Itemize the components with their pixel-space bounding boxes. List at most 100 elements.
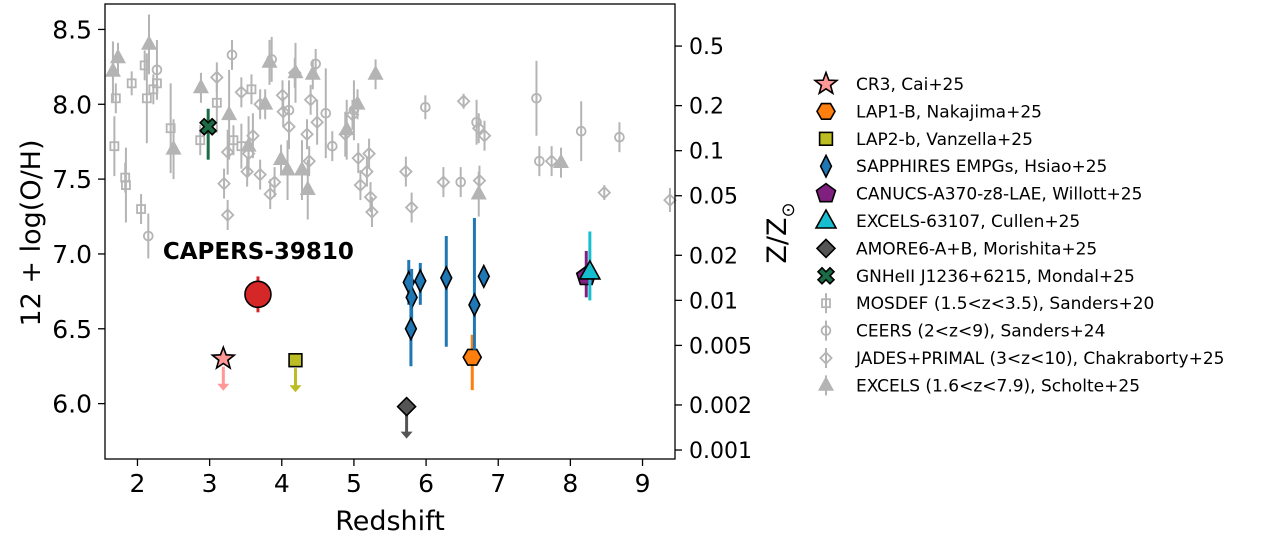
legend-item-7: GNHeII J1236+6215, Mondal+25 bbox=[816, 266, 1135, 287]
legend-label-8: MOSDEF (1.5<z<3.5), Sanders+20 bbox=[856, 294, 1154, 314]
legend-marker-9 bbox=[820, 325, 832, 336]
legend-label-7: GNHeII J1236+6215, Mondal+25 bbox=[856, 267, 1135, 287]
annotation-capers: CAPERS-39810 bbox=[163, 239, 354, 265]
point-open_diamond-17 bbox=[310, 115, 324, 130]
point-open_square-4 bbox=[126, 78, 137, 89]
legend-marker-0 bbox=[812, 70, 840, 96]
series-square bbox=[288, 353, 303, 393]
point-tri_up-0 bbox=[104, 61, 121, 77]
axes-layer: 2 3 4 5 6 7 8 9 6.0 6.5 7.0 7.5 8.0 8.5 0.001 0.002 0.00… bbox=[52, 3, 752, 498]
point-open_square-7 bbox=[141, 93, 152, 104]
point-open_diamond-15 bbox=[302, 154, 317, 169]
point-star-0-upper-limit-head bbox=[217, 383, 230, 391]
legend-item-5: EXCELS-63107, Cullen+25 bbox=[814, 208, 1080, 232]
legend-label-4: CANUCS-A370-z8-LAE, Willott+25 bbox=[856, 185, 1142, 205]
y2-axis-label-sub: ⊙ bbox=[778, 202, 799, 217]
series-diamond bbox=[396, 396, 417, 439]
y2-tick-label-4: 0.02 bbox=[689, 244, 738, 269]
point-open_circle-0 bbox=[142, 230, 154, 242]
point-open_diamond-29 bbox=[456, 94, 471, 109]
y2-tick-label-5: 0.05 bbox=[689, 185, 738, 210]
point-open_diamond-28 bbox=[436, 175, 451, 189]
x-tick-label-9: 9 bbox=[635, 469, 651, 498]
point-open_diamond-0 bbox=[209, 70, 224, 85]
point-thin_diamond-2 bbox=[404, 316, 418, 342]
legend-label-0: CR3, Cai+25 bbox=[856, 75, 964, 95]
point-tri_up-13 bbox=[349, 94, 366, 110]
y-tick-label-8.5: 8.5 bbox=[52, 15, 92, 44]
x-tick-label-2: 2 bbox=[130, 469, 146, 498]
point-square-0-upper-limit-head bbox=[289, 385, 302, 393]
x-tick-label-7: 7 bbox=[490, 469, 506, 498]
legend-item-9: CEERS (2<z<9), Sanders+24 bbox=[820, 320, 1105, 342]
point-open_circle-8 bbox=[420, 101, 431, 113]
y2-axis-label: Z/Z⊙ bbox=[762, 202, 799, 263]
point-open_square-0 bbox=[110, 93, 121, 104]
point-tri_up-5 bbox=[221, 105, 238, 121]
series-triangle bbox=[578, 231, 602, 301]
point-open_diamond-25 bbox=[365, 205, 379, 219]
point-open_diamond-20 bbox=[351, 151, 366, 166]
point-tri_up-12 bbox=[338, 120, 355, 136]
series-open_square bbox=[109, 50, 257, 225]
point-open_diamond-34 bbox=[597, 185, 612, 200]
legend-marker-5 bbox=[814, 208, 838, 229]
x-axis-label: Redshift bbox=[335, 506, 445, 536]
y-tick-label-7.5: 7.5 bbox=[52, 165, 92, 194]
point-tri_up-14 bbox=[367, 64, 384, 80]
point-open_diamond-21 bbox=[353, 178, 368, 192]
legend-marker-6 bbox=[815, 238, 837, 259]
legend-label-5: EXCELS-63107, Cullen+25 bbox=[856, 212, 1080, 232]
point-open_square-12 bbox=[211, 97, 222, 108]
point-tri_up-3 bbox=[165, 139, 182, 155]
point-open_diamond-23 bbox=[362, 146, 376, 161]
point-tri_up-1 bbox=[109, 48, 126, 64]
series-xfill bbox=[199, 108, 218, 160]
legend-marker-4 bbox=[815, 182, 837, 203]
point-tri_up-4 bbox=[192, 78, 209, 94]
legend-label-6: AMORE6-A+B, Morishita+25 bbox=[856, 239, 1097, 259]
point-tri_up-16 bbox=[552, 153, 570, 169]
series-open_diamond bbox=[209, 57, 677, 231]
point-open_diamond-16 bbox=[303, 92, 318, 107]
y-axis-label: 12 + log(O/H) bbox=[16, 139, 47, 326]
plot-frame bbox=[104, 3, 676, 460]
y-tick-label-8: 8.0 bbox=[52, 90, 92, 119]
legend-marker-8 bbox=[821, 298, 831, 309]
point-tri_up-15 bbox=[470, 184, 487, 200]
y2-tick-label-2: 0.005 bbox=[689, 334, 752, 359]
point-square-0 bbox=[288, 353, 303, 368]
series-tri_up bbox=[104, 14, 570, 220]
point-open_diamond-14 bbox=[300, 127, 314, 142]
legend-item-10: JADES+PRIMAL (3<z<10), Chakraborty+25 bbox=[819, 348, 1225, 369]
point-open_circle-15 bbox=[326, 140, 338, 152]
point-star-0 bbox=[210, 344, 237, 370]
point-xfill-0 bbox=[199, 117, 218, 136]
point-tri_up-10 bbox=[293, 160, 310, 176]
x-tick-label-3: 3 bbox=[202, 469, 218, 498]
point-open_diamond-1 bbox=[217, 176, 231, 191]
point-open_circle-2 bbox=[226, 49, 238, 61]
point-open_square-14 bbox=[246, 84, 257, 95]
point-open_diamond-31 bbox=[477, 128, 492, 143]
point-open_square-11 bbox=[195, 135, 206, 146]
legend-label-2: LAP2-b, Vanzella+25 bbox=[856, 130, 1033, 150]
series-hexagon bbox=[462, 334, 483, 391]
point-diamond-0-upper-limit-head bbox=[400, 431, 413, 439]
point-tri_up-2 bbox=[141, 35, 158, 50]
point-tri_up-17 bbox=[279, 160, 296, 176]
point-thin_diamond-5 bbox=[468, 292, 481, 318]
legend-item-6: AMORE6-A+B, Morishita+25 bbox=[815, 238, 1097, 259]
series-star bbox=[210, 344, 237, 391]
point-triangle-0 bbox=[578, 259, 602, 280]
point-open_diamond-19 bbox=[345, 107, 360, 122]
x-tick-label-5: 5 bbox=[346, 469, 362, 498]
legend-label-10: JADES+PRIMAL (3<z<10), Chakraborty+25 bbox=[855, 349, 1225, 369]
legend-item-8: MOSDEF (1.5<z<3.5), Sanders+20 bbox=[821, 293, 1154, 314]
plot-layer bbox=[104, 14, 677, 439]
point-open_circle-9 bbox=[471, 116, 482, 128]
point-tri_up-19 bbox=[273, 150, 290, 166]
y2-tick-label-3: 0.01 bbox=[689, 289, 738, 314]
capers-point bbox=[244, 280, 272, 309]
legend-item-1: LAP1-B, Nakajima+25 bbox=[816, 102, 1042, 122]
